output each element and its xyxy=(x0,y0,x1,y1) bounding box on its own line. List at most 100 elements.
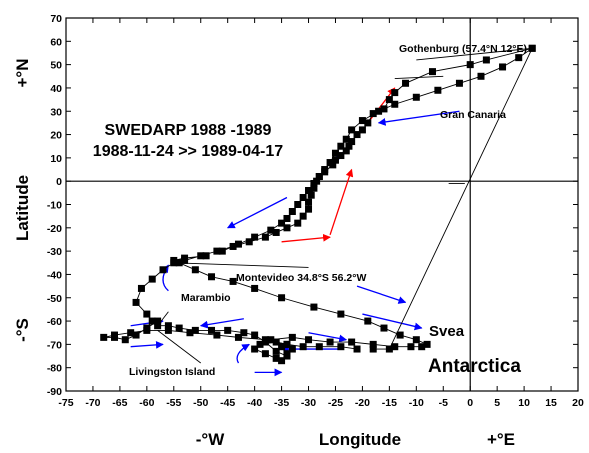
x-tick-label: -30 xyxy=(301,397,316,409)
data-point xyxy=(143,324,151,332)
data-point xyxy=(181,254,189,262)
data-point xyxy=(283,214,291,222)
annotation-antarctica: Antarctica xyxy=(428,356,521,377)
data-point xyxy=(299,343,307,351)
data-point xyxy=(380,105,388,113)
y-tick-label: -70 xyxy=(47,339,62,351)
x-tick-label: -45 xyxy=(220,397,235,409)
data-point xyxy=(380,324,388,332)
x-tick-label: -5 xyxy=(439,397,448,409)
x-label-east: +°E xyxy=(487,430,515,449)
data-point xyxy=(310,180,318,188)
data-point xyxy=(229,277,237,285)
data-point xyxy=(208,273,216,281)
data-point xyxy=(482,56,490,64)
data-point xyxy=(251,233,259,241)
direction-arrow xyxy=(329,168,354,236)
data-point xyxy=(299,212,307,220)
data-point xyxy=(208,326,216,334)
data-point xyxy=(213,247,221,255)
data-point xyxy=(283,350,291,358)
data-point xyxy=(288,207,296,215)
data-point xyxy=(245,238,253,246)
data-point xyxy=(364,119,372,127)
y-tick-label: 30 xyxy=(50,106,62,118)
y-tick-label: -10 xyxy=(47,200,62,212)
data-point xyxy=(305,205,313,213)
data-point xyxy=(272,347,280,355)
x-tick-label: 15 xyxy=(545,397,557,409)
y-tick-label: -30 xyxy=(47,246,62,258)
annotation-connector xyxy=(416,47,533,61)
data-point xyxy=(294,201,302,208)
data-point xyxy=(396,331,404,339)
tick-labels: -75 -70 -65 -60 -55 -50 -45 -40 -35 -30 -25 -20 -15-… xyxy=(47,13,584,409)
data-point xyxy=(111,333,119,341)
x-tick-label: -35 xyxy=(274,397,289,409)
direction-arrow xyxy=(130,340,164,349)
data-point xyxy=(148,275,156,283)
y-axis-label: Latitude xyxy=(13,175,32,241)
data-point xyxy=(267,336,275,344)
data-point xyxy=(345,142,353,150)
data-point xyxy=(402,79,410,87)
data-point xyxy=(132,331,140,339)
data-point xyxy=(224,326,232,334)
data-point xyxy=(348,138,356,146)
y-tick-label: -50 xyxy=(47,293,62,305)
chart-title-line-1: SWEDARP 1988 -1989 xyxy=(105,122,272,139)
data-point xyxy=(256,340,264,348)
data-point xyxy=(234,333,242,341)
data-point xyxy=(310,303,318,311)
data-point xyxy=(278,219,286,227)
data-point xyxy=(197,252,205,260)
data-point xyxy=(337,343,345,351)
data-point xyxy=(342,135,350,143)
data-point xyxy=(358,117,366,125)
direction-arrow xyxy=(199,318,244,329)
data-point xyxy=(326,159,334,167)
data-point xyxy=(143,310,151,318)
y-tick-label: 40 xyxy=(50,83,62,95)
x-tick-label: 0 xyxy=(467,397,473,409)
x-tick-label: -55 xyxy=(166,397,181,409)
x-tick-label: -70 xyxy=(85,397,100,409)
data-point xyxy=(278,357,286,365)
x-tick-label: -50 xyxy=(193,397,208,409)
annotation-svea: Svea xyxy=(429,323,465,340)
y-label-north: +°N xyxy=(13,58,32,87)
y-label-south: -°S xyxy=(13,318,32,342)
data-point xyxy=(412,336,420,344)
direction-arrow xyxy=(356,285,407,304)
data-point xyxy=(385,96,393,104)
data-point xyxy=(137,284,145,292)
data-point xyxy=(353,345,361,353)
data-point xyxy=(148,317,156,325)
data-point xyxy=(234,240,242,248)
data-point xyxy=(170,256,178,264)
data-point xyxy=(391,89,399,97)
data-point xyxy=(288,333,296,341)
data-point xyxy=(175,324,183,332)
data-point xyxy=(310,184,318,192)
axis-ticks xyxy=(65,17,579,392)
data-point xyxy=(272,228,280,236)
x-axis-label: Longitude xyxy=(319,430,401,449)
x-label-west: -°W xyxy=(196,430,225,449)
data-point xyxy=(477,72,485,80)
annotation-marambio: Marambio xyxy=(181,292,231,304)
data-point xyxy=(127,329,135,337)
data-point xyxy=(515,54,523,62)
data-point xyxy=(455,79,463,87)
x-tick-label: -40 xyxy=(247,397,262,409)
y-tick-label: -80 xyxy=(47,363,62,375)
data-point xyxy=(428,68,436,76)
direction-arrow xyxy=(377,110,460,126)
x-tick-label: 20 xyxy=(572,397,584,409)
direction-arrow xyxy=(308,332,348,343)
y-tick-label: 50 xyxy=(50,60,62,72)
annotation-connectors xyxy=(157,47,533,364)
x-tick-label: 5 xyxy=(494,397,500,409)
data-point xyxy=(251,331,259,339)
